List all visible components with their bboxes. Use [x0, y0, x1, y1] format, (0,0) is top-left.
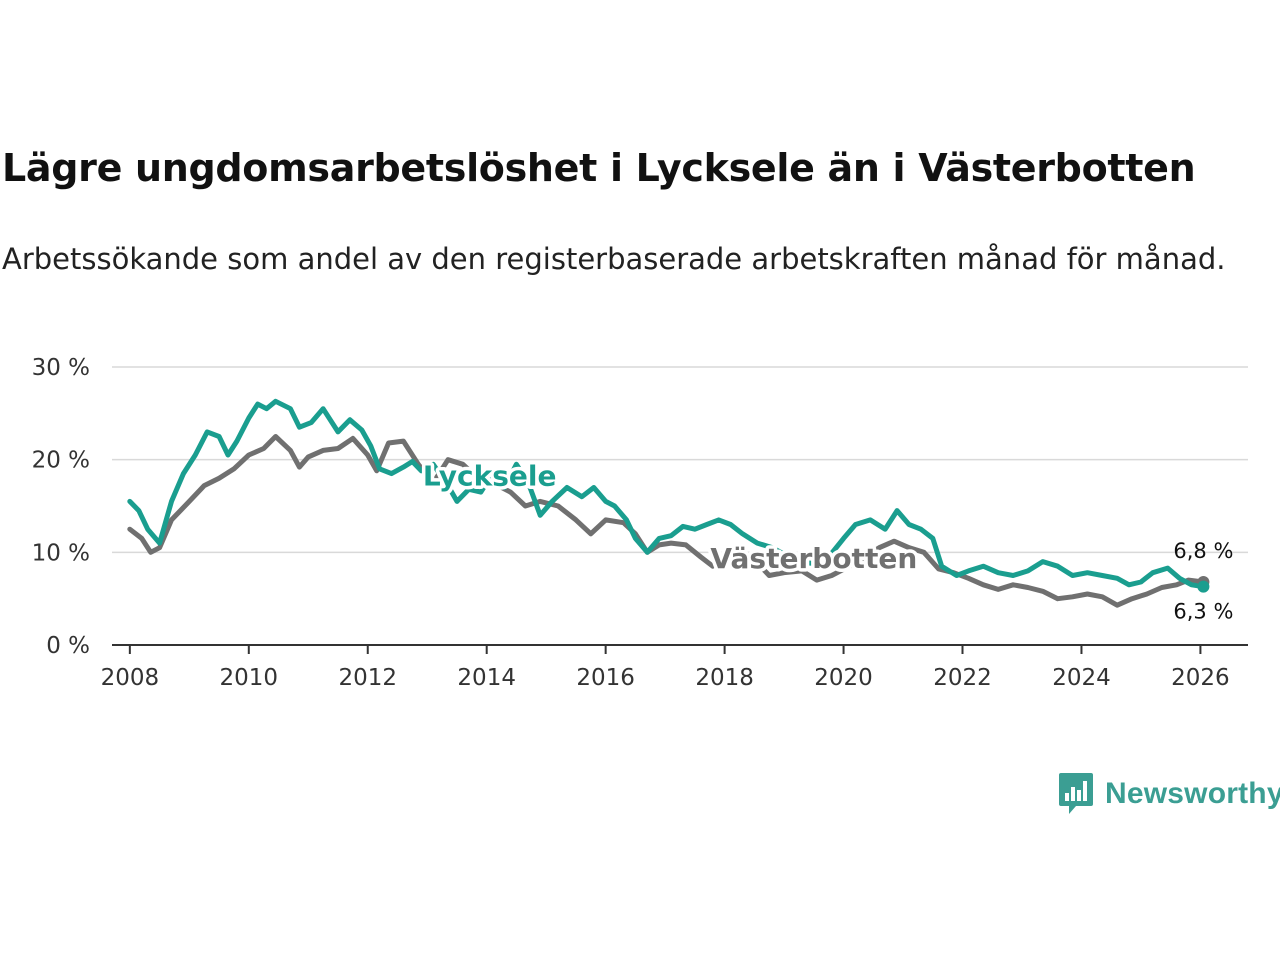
end-marker-lycksele — [1197, 580, 1210, 593]
x-tick-label: 2010 — [220, 665, 279, 691]
x-tick-label: 2014 — [457, 665, 516, 691]
series-label-lycksele: Lycksele — [423, 460, 557, 493]
end-value-label-lycksele: 6,3 % — [1173, 600, 1233, 624]
brand-name: Newsworthy — [1105, 777, 1280, 810]
gridlines — [112, 366, 1248, 554]
end-value-label-västerbotten: 6,8 % — [1173, 539, 1233, 563]
x-axis: 2008 2010 2012 2014 2016 2018 2020 2022 2024 2026 — [101, 644, 1248, 691]
line-chart: 0 % 10 % 20 % 30 % 2008 2010 2012 2014 2016 2018… — [32, 355, 1248, 691]
x-tick-label: 2008 — [101, 665, 160, 691]
chart-subtitle: Arbetssökande som andel av den registerb… — [2, 242, 1226, 276]
x-tick-label: 2016 — [576, 665, 635, 691]
newsworthy-brand: Newsworthy — [1058, 772, 1280, 816]
series-labels: Västerbotten Lycksele — [419, 456, 920, 578]
y-tick-label: 30 % — [32, 355, 90, 381]
series-line-lycksele — [127, 398, 1206, 590]
x-tick-label: 2012 — [338, 665, 397, 691]
y-axis: 0 % 10 % 20 % 30 % — [32, 355, 90, 659]
x-tick-label: 2020 — [814, 665, 873, 691]
series-line-västerbotten — [127, 434, 1206, 608]
y-tick-label: 20 % — [32, 448, 90, 474]
chart-title: Lägre ungdomsarbetslöshet i Lycksele än … — [2, 146, 1196, 190]
y-tick-label: 10 % — [32, 540, 90, 566]
series-label-västerbotten: Västerbotten — [710, 542, 917, 575]
y-tick-label: 0 % — [46, 633, 90, 659]
end-markers: 6,8 % 6,3 % — [1173, 539, 1233, 624]
x-tick-label: 2018 — [695, 665, 754, 691]
x-tick-label: 2024 — [1052, 665, 1111, 691]
newsworthy-logo-icon — [1059, 773, 1093, 814]
x-tick-label: 2026 — [1171, 665, 1230, 691]
x-tick-label: 2022 — [933, 665, 992, 691]
series-lines — [127, 398, 1206, 608]
